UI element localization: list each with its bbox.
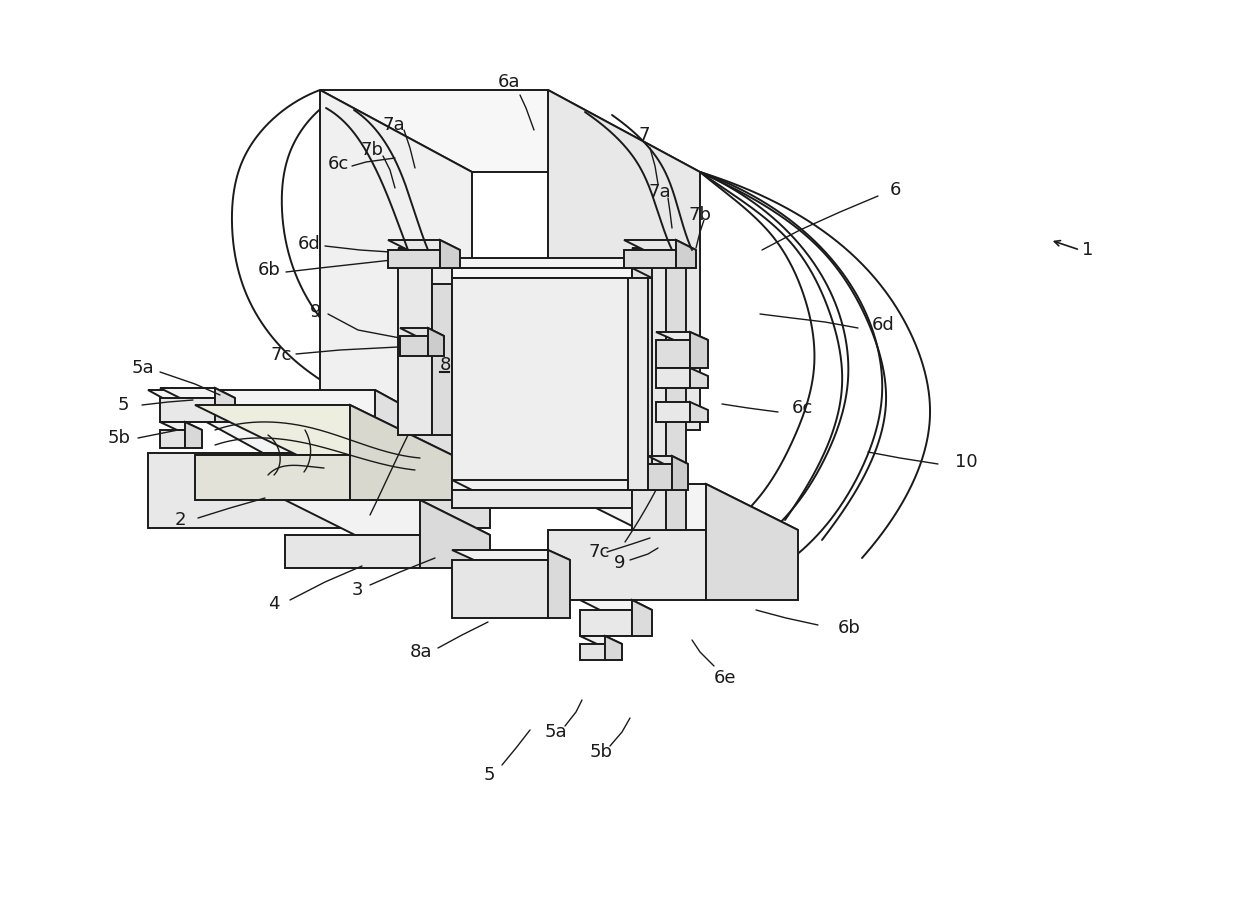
Polygon shape bbox=[689, 332, 708, 368]
Polygon shape bbox=[689, 402, 708, 422]
Polygon shape bbox=[420, 500, 490, 568]
Polygon shape bbox=[666, 490, 686, 530]
Text: 9: 9 bbox=[614, 554, 625, 572]
Text: 3: 3 bbox=[352, 581, 363, 599]
Polygon shape bbox=[632, 248, 686, 258]
Polygon shape bbox=[649, 278, 652, 490]
Polygon shape bbox=[453, 278, 632, 490]
Polygon shape bbox=[432, 248, 453, 435]
Polygon shape bbox=[656, 340, 689, 368]
Polygon shape bbox=[453, 560, 548, 618]
Text: 8a: 8a bbox=[410, 643, 433, 661]
Polygon shape bbox=[398, 248, 453, 258]
Polygon shape bbox=[624, 240, 696, 250]
Polygon shape bbox=[453, 480, 652, 490]
Polygon shape bbox=[388, 240, 460, 250]
Polygon shape bbox=[350, 405, 453, 500]
Polygon shape bbox=[285, 500, 490, 535]
Polygon shape bbox=[185, 422, 202, 448]
Polygon shape bbox=[580, 600, 652, 610]
Polygon shape bbox=[706, 484, 799, 600]
Text: 9: 9 bbox=[310, 303, 321, 321]
Polygon shape bbox=[401, 336, 428, 356]
Polygon shape bbox=[676, 240, 696, 268]
Text: 6a: 6a bbox=[498, 73, 521, 91]
Polygon shape bbox=[632, 258, 652, 284]
Text: 6: 6 bbox=[890, 181, 901, 199]
Polygon shape bbox=[627, 278, 649, 490]
Text: 4: 4 bbox=[268, 595, 279, 613]
Text: 5a: 5a bbox=[546, 723, 568, 741]
Polygon shape bbox=[548, 530, 706, 600]
Text: 6e: 6e bbox=[714, 669, 737, 687]
Polygon shape bbox=[649, 464, 672, 490]
Polygon shape bbox=[632, 268, 652, 490]
Polygon shape bbox=[580, 644, 605, 660]
Polygon shape bbox=[548, 90, 701, 430]
Polygon shape bbox=[148, 453, 374, 528]
Polygon shape bbox=[160, 388, 236, 398]
Polygon shape bbox=[148, 390, 490, 453]
Text: 6d: 6d bbox=[872, 316, 895, 334]
Polygon shape bbox=[320, 90, 472, 430]
Polygon shape bbox=[580, 636, 622, 644]
Polygon shape bbox=[285, 535, 420, 568]
Text: 6c: 6c bbox=[329, 155, 350, 173]
Text: 6d: 6d bbox=[298, 235, 321, 253]
Polygon shape bbox=[632, 600, 652, 636]
Polygon shape bbox=[580, 610, 632, 636]
Polygon shape bbox=[432, 268, 632, 284]
Polygon shape bbox=[195, 405, 453, 455]
Text: 7c: 7c bbox=[270, 346, 291, 364]
Polygon shape bbox=[195, 455, 350, 500]
Text: 5a: 5a bbox=[131, 359, 155, 377]
Polygon shape bbox=[320, 90, 701, 172]
Polygon shape bbox=[624, 250, 676, 268]
Text: 6b: 6b bbox=[838, 619, 861, 637]
Polygon shape bbox=[432, 258, 652, 268]
Text: 7: 7 bbox=[639, 126, 650, 144]
Polygon shape bbox=[656, 402, 689, 422]
Polygon shape bbox=[632, 490, 666, 530]
Text: 6c: 6c bbox=[792, 399, 813, 417]
Text: 6b: 6b bbox=[258, 261, 281, 279]
Polygon shape bbox=[428, 328, 444, 356]
Polygon shape bbox=[401, 328, 444, 336]
Polygon shape bbox=[632, 480, 652, 508]
Polygon shape bbox=[689, 368, 708, 388]
Polygon shape bbox=[440, 240, 460, 268]
Polygon shape bbox=[672, 456, 688, 490]
Text: 1: 1 bbox=[1083, 241, 1094, 259]
Text: 7a: 7a bbox=[649, 183, 671, 201]
Polygon shape bbox=[453, 550, 570, 560]
Polygon shape bbox=[160, 422, 202, 430]
Text: 7c: 7c bbox=[588, 543, 609, 561]
Polygon shape bbox=[666, 248, 686, 490]
Text: 7b: 7b bbox=[360, 141, 383, 159]
Polygon shape bbox=[548, 550, 570, 618]
Polygon shape bbox=[215, 388, 236, 422]
Polygon shape bbox=[160, 430, 185, 448]
Text: 10: 10 bbox=[955, 453, 977, 471]
Text: 5b: 5b bbox=[590, 743, 613, 761]
Polygon shape bbox=[605, 636, 622, 660]
Polygon shape bbox=[649, 456, 688, 464]
Polygon shape bbox=[632, 258, 666, 490]
Polygon shape bbox=[656, 332, 708, 340]
Text: 5: 5 bbox=[118, 396, 129, 414]
Text: 7b: 7b bbox=[688, 206, 711, 224]
Text: 8: 8 bbox=[440, 356, 451, 374]
Polygon shape bbox=[160, 398, 215, 422]
Text: 5b: 5b bbox=[108, 429, 131, 447]
Text: 2: 2 bbox=[175, 511, 186, 529]
Polygon shape bbox=[453, 268, 632, 278]
Text: 7a: 7a bbox=[382, 116, 404, 134]
Polygon shape bbox=[388, 250, 440, 268]
Polygon shape bbox=[453, 490, 632, 508]
Text: 5: 5 bbox=[484, 766, 496, 784]
Polygon shape bbox=[656, 368, 689, 388]
Polygon shape bbox=[548, 484, 799, 530]
Polygon shape bbox=[398, 258, 432, 435]
Polygon shape bbox=[374, 390, 490, 528]
